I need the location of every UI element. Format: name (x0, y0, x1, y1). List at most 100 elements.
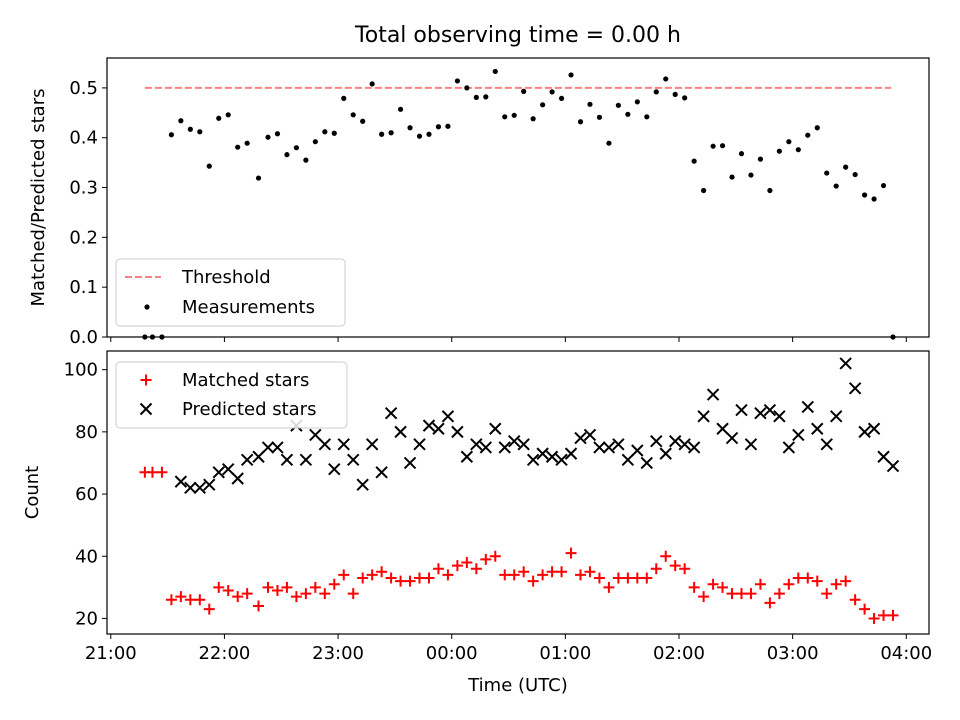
matched-star-point (232, 591, 244, 603)
measurement-point (776, 148, 782, 154)
predicted-star-point (508, 434, 521, 448)
predicted-star-point (337, 438, 350, 451)
measurement-point (303, 157, 309, 163)
predicted-star-point (403, 456, 417, 470)
measurement-point (331, 130, 337, 136)
predicted-star-point (839, 357, 852, 370)
matched-star-point (830, 578, 842, 590)
measurement-point (445, 123, 451, 129)
predicted-star-point (328, 462, 341, 476)
measurement-point (549, 89, 555, 95)
predicted-star-point (375, 466, 388, 479)
measurement-point (682, 95, 688, 101)
top-y-axis-label: Matched/Predicted stars (28, 89, 49, 307)
matched-star-point (489, 550, 501, 562)
predicted-star-point (725, 431, 739, 445)
top-y-ticks: 0.0 0.1 0.2 0.3 0.4 0.5 (69, 78, 107, 348)
matched-star-point (754, 578, 766, 590)
legend-measurements-swatch (144, 304, 150, 310)
measurement-point (511, 112, 517, 118)
predicted-star-point (271, 441, 284, 454)
measurement-point (596, 114, 603, 120)
measurement-point (644, 114, 650, 120)
predicted-star-point (886, 459, 900, 473)
matched-star-point (338, 569, 350, 581)
measurement-point (322, 129, 328, 135)
measurement-point (416, 133, 423, 139)
matched-star-point (461, 556, 473, 568)
measurement-point (274, 131, 281, 137)
matched-star-point (366, 569, 378, 581)
x-tick-label: 03:00 (767, 643, 819, 664)
predicted-star-point (451, 425, 464, 439)
measurement-point (701, 187, 707, 194)
measurement-point (483, 94, 489, 100)
matched-star-point (309, 581, 321, 593)
matched-star-point (821, 588, 833, 600)
matched-star-point (575, 569, 587, 581)
measurement-point (473, 94, 479, 100)
measurement-point (653, 89, 659, 95)
measurement-point (871, 196, 877, 202)
predicted-star-point (612, 438, 625, 451)
matched-star-point (868, 612, 880, 624)
matched-star-point (679, 563, 691, 575)
predicted-star-point (574, 431, 587, 445)
predicted-star-point (356, 478, 369, 491)
legend-x-mark (139, 402, 153, 416)
measurement-point (634, 99, 640, 105)
matched-star-point (593, 572, 605, 584)
predicted-star-point (706, 388, 720, 401)
matched-star-point (271, 584, 283, 596)
predicted-star-point (801, 400, 814, 414)
matched-star-point (641, 572, 653, 584)
predicted-star-point (564, 447, 578, 460)
legend-predicted-swatch (139, 402, 153, 416)
y-tick-label: 100 (64, 360, 98, 381)
measurement-point (360, 118, 366, 124)
measurement-point (454, 78, 460, 84)
y-tick-label: 0.5 (69, 78, 98, 99)
bottom-x-ticks: 21:00 22:00 23:00 00:00 01:00 02:00 03:00 04:00 (85, 634, 932, 664)
predicted-star-point (479, 441, 493, 454)
predicted-star-point (829, 410, 843, 423)
matched-star-point (442, 569, 454, 581)
measurement-point (880, 182, 887, 189)
predicted-star-point (545, 450, 559, 463)
x-tick-label: 02:00 (653, 643, 705, 664)
matched-star-point (859, 603, 871, 615)
measurement-point (521, 88, 527, 94)
predicted-star-point (470, 438, 483, 451)
matched-star-point (395, 575, 407, 587)
predicted-star-point (460, 450, 474, 463)
matched-star-point (707, 578, 719, 590)
matched-star-point (347, 588, 359, 600)
matched-star-point (631, 572, 643, 584)
bottom-panel: 20 40 60 80 100 21:00 22:00 23:00 00:00 01:00 02:… (22, 350, 932, 696)
predicted-star-point (280, 453, 294, 467)
predicted-star-point (621, 453, 635, 467)
measurement-point (530, 116, 536, 122)
matched-star-point (612, 572, 624, 584)
predicted-star-point (820, 438, 833, 451)
predicted-star-point (384, 406, 398, 420)
y-tick-label: 20 (75, 608, 98, 629)
bottom-plot-marks (139, 357, 900, 624)
predicted-star-point (716, 422, 729, 435)
matched-star-point (432, 563, 444, 575)
matched-star-point (480, 553, 492, 565)
predicted-star-point (811, 422, 824, 435)
matched-star-point (802, 572, 814, 584)
predicted-star-point (735, 403, 748, 417)
predicted-star-point (299, 453, 313, 467)
measurement-point (312, 139, 318, 145)
matched-star-point (423, 572, 435, 584)
measurement-point (464, 85, 470, 91)
measurement-point (492, 68, 498, 75)
matched-star-point (290, 591, 302, 603)
measurement-point (502, 114, 508, 120)
x-tick-label: 21:00 (85, 643, 137, 664)
measurement-point (350, 112, 356, 118)
legend-matched-label: Matched stars (182, 370, 309, 391)
matched-star-point (404, 575, 416, 587)
